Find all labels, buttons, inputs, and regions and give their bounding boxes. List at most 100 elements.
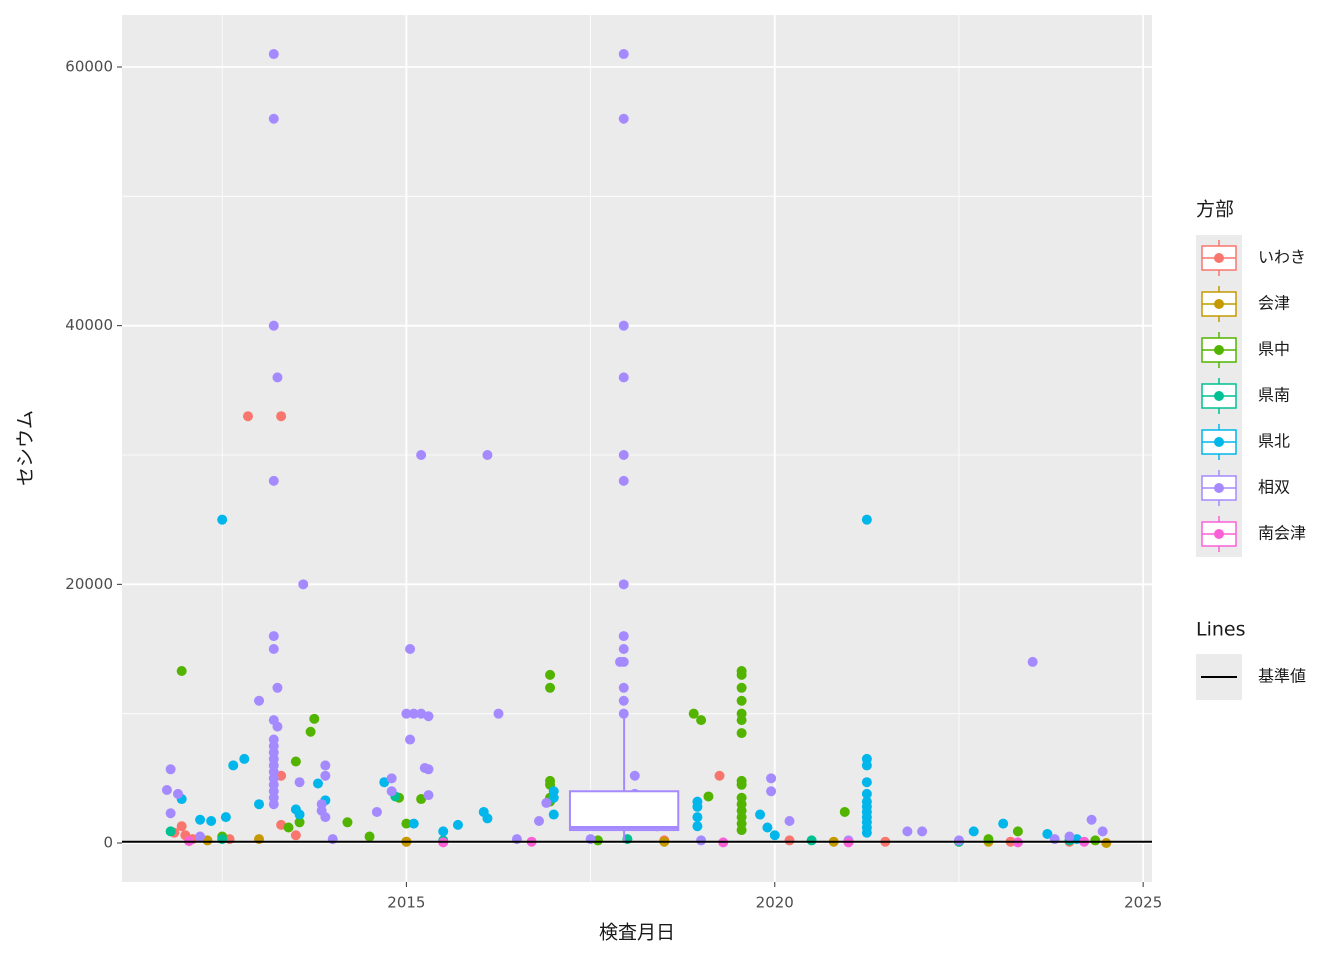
point [172,788,183,799]
legend-label: 会津 [1258,294,1290,313]
point [423,711,434,722]
point [416,794,427,805]
y-tick-label: 0 [103,834,113,852]
point [239,753,250,764]
panel [122,15,1152,882]
point [416,449,427,460]
legend-key [1214,299,1224,309]
point [1027,656,1038,667]
point [220,812,231,823]
point [861,777,872,788]
point [294,817,305,828]
point [953,835,964,846]
point [272,682,283,693]
point [618,449,629,460]
point [268,113,279,124]
x-tick-label: 2025 [1124,894,1162,912]
point [861,514,872,525]
point [692,821,703,832]
legend-label: 基準値 [1258,667,1306,686]
point [401,818,412,829]
point [405,644,416,655]
point [268,644,279,655]
point [968,826,979,837]
point [320,812,331,823]
point [254,799,265,810]
y-tick-label: 40000 [65,316,113,334]
legend-label: 県中 [1258,340,1290,359]
point [176,821,187,832]
point [1064,831,1075,842]
point [703,791,714,802]
point [545,669,556,680]
point [493,708,504,719]
point [861,788,872,799]
point [618,682,629,693]
point [290,830,301,841]
point [438,826,449,837]
point [784,835,795,846]
legend-label: 南会津 [1258,524,1306,543]
x-axis-title: 検査月日 [599,922,675,944]
point [917,826,928,837]
point [405,734,416,745]
point [736,728,747,739]
point [696,835,707,846]
point [1097,826,1108,837]
point [692,801,703,812]
legend-key [1214,529,1224,539]
point [364,831,375,842]
point [254,695,265,706]
point [688,708,699,719]
legend-key [1214,253,1224,263]
point [618,49,629,60]
point [548,809,559,820]
point [629,770,640,781]
point [1101,838,1112,849]
point [736,695,747,706]
legend-label: 相双 [1258,478,1290,497]
point [806,835,817,846]
legend-label: 県南 [1258,386,1290,405]
point [272,372,283,383]
point [386,786,397,797]
point [176,665,187,676]
point [696,715,707,726]
point [736,779,747,790]
legend-title: 方部 [1196,199,1234,221]
legend-key [1214,437,1224,447]
point [165,808,176,819]
point [228,760,239,771]
point [592,835,603,846]
point [386,773,397,784]
point [861,760,872,771]
point [320,770,331,781]
point [762,822,773,833]
point [839,806,850,817]
point [736,669,747,680]
point [902,826,913,837]
point [998,818,1009,829]
point [423,764,434,775]
legend-label: いわき [1258,248,1306,267]
point [202,835,213,846]
point [618,695,629,706]
point [408,818,419,829]
point [312,778,323,789]
point [268,49,279,60]
legend-label: 県北 [1258,432,1290,451]
point [305,726,316,737]
point [379,777,390,788]
point [534,816,545,827]
point [618,113,629,124]
point [1090,835,1101,846]
point [371,806,382,817]
y-tick-label: 60000 [65,57,113,75]
point [217,514,228,525]
point [268,475,279,486]
point [272,721,283,732]
y-tick-label: 20000 [65,575,113,593]
point [769,830,780,841]
point [784,816,795,827]
